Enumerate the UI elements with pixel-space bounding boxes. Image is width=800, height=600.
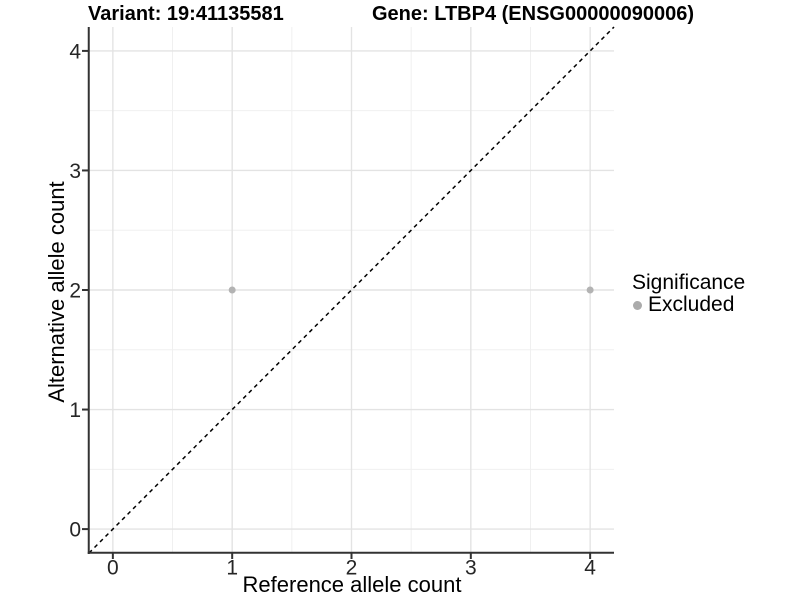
variant-title: Variant: 19:41135581 — [88, 3, 284, 25]
excluded-marker-icon — [633, 300, 642, 310]
y-tick-label: 1 — [69, 399, 81, 422]
x-tick-label: 4 — [584, 557, 596, 580]
x-axis-title: Reference allele count — [242, 572, 462, 597]
x-tick-label: 0 — [107, 557, 119, 580]
data-point — [228, 286, 236, 294]
y-axis-title: Alternative allele count — [44, 181, 69, 403]
x-tick-label: 1 — [226, 557, 238, 580]
data-point — [586, 286, 594, 294]
legend-item-excluded: Excluded — [633, 293, 734, 317]
identity-reference-line — [88, 26, 615, 554]
gene-title: Gene: LTBP4 (ENSG00000090006) — [372, 3, 695, 25]
y-tick-label: 4 — [69, 40, 81, 63]
y-tick-label: 3 — [69, 160, 81, 183]
y-tick-label: 0 — [69, 519, 81, 542]
x-tick-label: 3 — [465, 557, 477, 580]
x-tick-label: 2 — [346, 557, 358, 580]
legend-title: Significance — [632, 271, 746, 294]
legend-item-label: Excluded — [648, 293, 735, 316]
y-tick-label: 2 — [69, 280, 81, 303]
